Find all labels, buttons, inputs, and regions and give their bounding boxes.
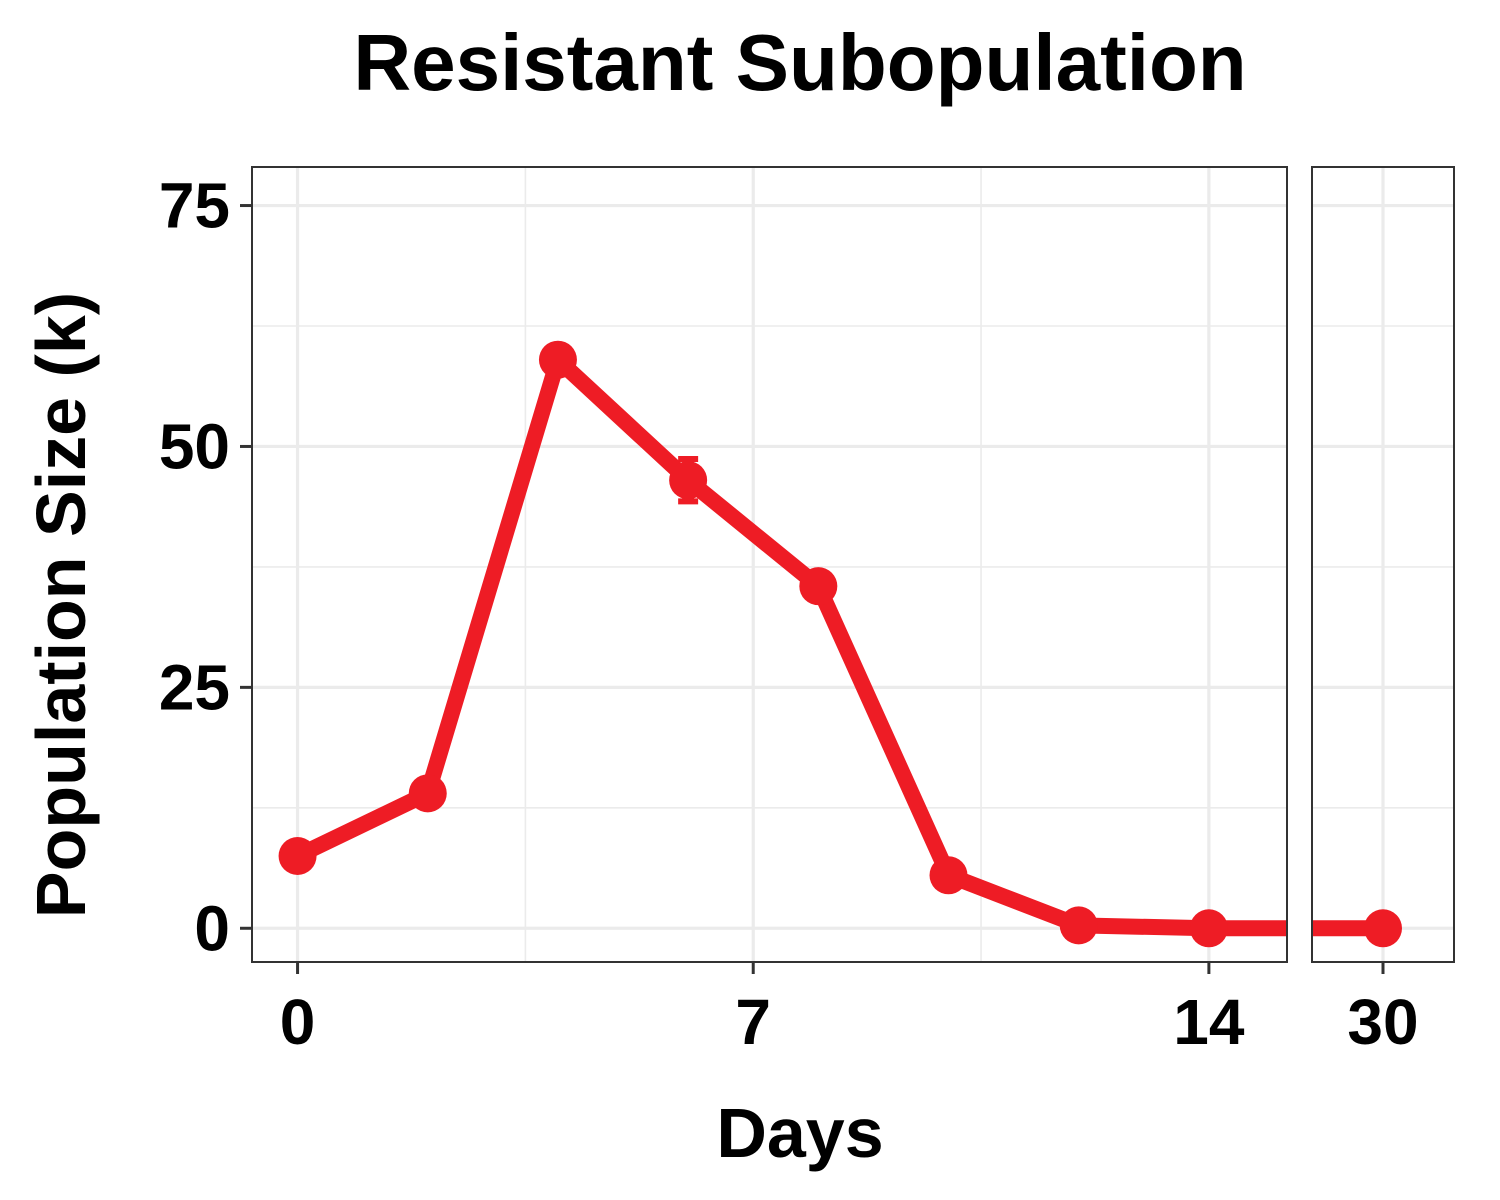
y-axis-title: Population Size (k) bbox=[22, 292, 100, 918]
data-point bbox=[1059, 906, 1098, 945]
data-point bbox=[929, 856, 968, 895]
y-tick-label: 0 bbox=[194, 892, 230, 964]
series-1 bbox=[278, 340, 1402, 948]
x-axis-title: Days bbox=[716, 1094, 883, 1172]
panel-1 bbox=[252, 167, 1287, 962]
series-line-segment bbox=[940, 867, 1087, 934]
series-line-segment bbox=[810, 578, 957, 884]
data-point bbox=[538, 340, 577, 379]
series-line-segment bbox=[680, 472, 827, 595]
x-tick-label: 14 bbox=[1173, 986, 1245, 1058]
data-point bbox=[278, 837, 317, 875]
panel-2 bbox=[1312, 167, 1454, 962]
panel-border bbox=[251, 166, 1288, 963]
panel-background bbox=[252, 167, 1287, 962]
chart-title: Resistant Subopulation bbox=[353, 18, 1246, 107]
y-tick-label: 25 bbox=[159, 651, 230, 723]
x-axis: 0 7 14 30 bbox=[280, 962, 1419, 1058]
y-axis: 0 25 50 75 bbox=[159, 170, 252, 964]
data-point bbox=[799, 567, 838, 606]
x-tick-label: 0 bbox=[280, 986, 316, 1058]
panel-border bbox=[1311, 166, 1455, 963]
data-point bbox=[1364, 909, 1402, 948]
series-layer bbox=[278, 340, 1402, 948]
series-line-segment bbox=[549, 351, 697, 489]
x-tick-label: 30 bbox=[1347, 986, 1418, 1058]
series-line-segment bbox=[289, 785, 436, 864]
data-point bbox=[1189, 909, 1228, 948]
data-point bbox=[408, 774, 447, 813]
data-point bbox=[669, 461, 708, 500]
y-tick-label: 75 bbox=[159, 170, 230, 242]
plot-panels bbox=[252, 167, 1454, 962]
y-tick-label: 50 bbox=[159, 410, 230, 482]
series-line-segment bbox=[419, 351, 566, 802]
series-line-segment bbox=[1070, 917, 1217, 937]
x-tick-label: 7 bbox=[735, 986, 771, 1058]
